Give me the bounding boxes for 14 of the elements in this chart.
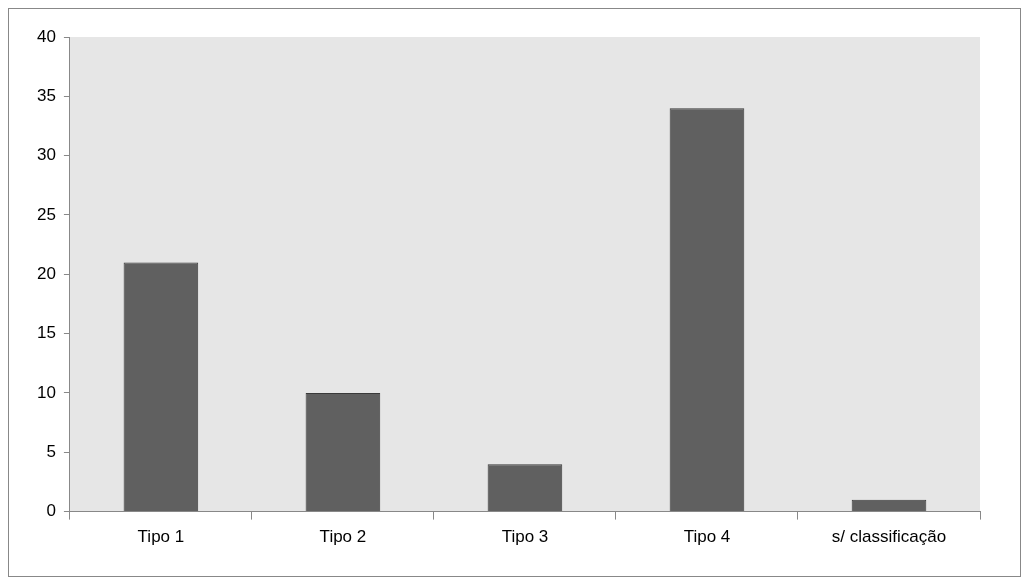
y-tick-label: 35 — [36, 86, 56, 106]
y-tick-label: 40 — [36, 26, 56, 46]
x-tick-label: s/ classificação — [831, 527, 947, 547]
y-tick-label: 30 — [36, 145, 56, 165]
y-tick-label: 0 — [46, 501, 56, 521]
y-tick-label: 25 — [36, 204, 56, 224]
x-tick-label: Tipo 1 — [137, 527, 185, 547]
y-tick-label: 5 — [46, 441, 56, 461]
x-tick-label: Tipo 2 — [319, 527, 367, 547]
x-tick-label: Tipo 3 — [501, 527, 549, 547]
y-tick-label: 10 — [36, 382, 56, 402]
y-tick-label: 20 — [36, 263, 56, 283]
x-tick-label: Tipo 4 — [683, 527, 731, 547]
y-tick-label: 15 — [36, 323, 56, 343]
